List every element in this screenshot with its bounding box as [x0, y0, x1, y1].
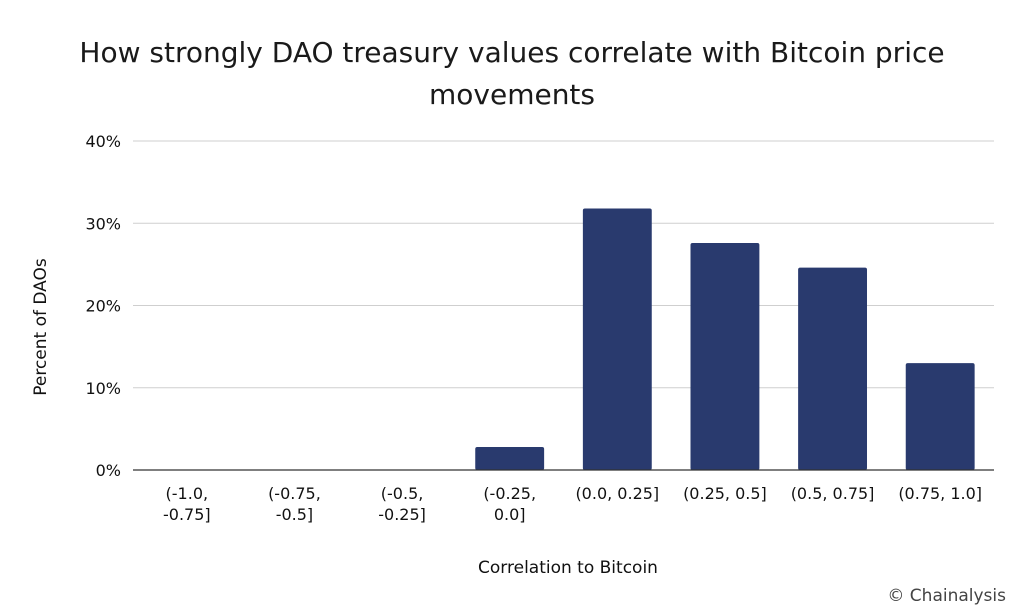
y-tick-label: 10% — [85, 379, 121, 398]
bar — [798, 267, 868, 470]
chart-title: How strongly DAO treasury values correla… — [0, 32, 1024, 116]
bar — [475, 446, 545, 470]
y-tick-label: 0% — [96, 461, 121, 480]
bar — [690, 242, 760, 470]
x-tick-label: (0.5, 0.75] — [791, 484, 875, 503]
y-tick-label: 20% — [85, 297, 121, 316]
chart-title-line-2: movements — [428, 78, 596, 111]
x-tick-label: (-0.75, -0.5] — [268, 484, 321, 524]
bar — [905, 363, 975, 470]
y-axis-ticks: 0% 10% 20% 30% 40% — [85, 132, 121, 480]
bar — [582, 208, 652, 470]
chart-title-line-1: How strongly DAO treasury values correla… — [79, 36, 945, 69]
x-tick-label: (0.0, 0.25] — [575, 484, 659, 503]
y-tick-label: 40% — [85, 132, 121, 151]
x-tick-label: (-1.0, -0.75] — [163, 484, 211, 524]
x-tick-label: (-0.5, -0.25] — [378, 484, 426, 524]
y-tick-label: 30% — [85, 214, 121, 233]
source-credit: © Chainalysis — [887, 586, 1006, 606]
x-tick-label: (-0.25, 0.0] — [483, 484, 536, 524]
y-axis-label: Percent of DAOs — [31, 258, 51, 396]
x-axis-label: Correlation to Bitcoin — [478, 558, 658, 578]
x-axis-ticks: (-1.0, -0.75] (-0.75, -0.5] (-0.5, -0.25] (-0.… — [163, 484, 982, 524]
x-tick-label: (0.25, 0.5] — [683, 484, 767, 503]
bars — [475, 208, 975, 470]
x-tick-label: (0.75, 1.0] — [898, 484, 982, 503]
